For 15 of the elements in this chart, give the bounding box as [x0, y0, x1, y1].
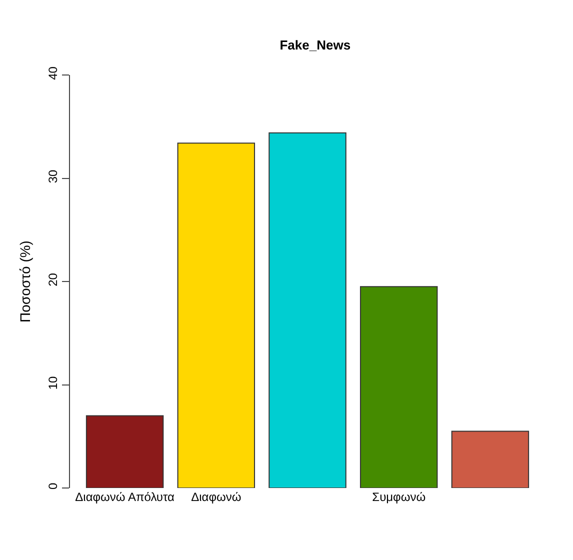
y-tick-label: 10	[46, 376, 60, 390]
y-axis-title: Ποσοστό (%)	[16, 240, 33, 322]
bar	[360, 286, 438, 488]
y-tick-label: 0	[46, 482, 60, 490]
y-tick-label: 30	[46, 169, 60, 184]
bar	[86, 415, 164, 488]
bar	[268, 132, 346, 488]
x-tick-label: Συμφωνώ	[372, 490, 426, 504]
y-tick-label: 40	[46, 66, 60, 80]
y-tick-label: 20	[46, 272, 60, 286]
bar	[451, 430, 530, 488]
x-tick-label: Διαφωνώ	[191, 490, 242, 504]
x-tick-label: Διαφωνώ Απόλυτα	[75, 490, 175, 504]
bar	[177, 142, 256, 488]
chart-title: Fake_News	[280, 38, 351, 53]
